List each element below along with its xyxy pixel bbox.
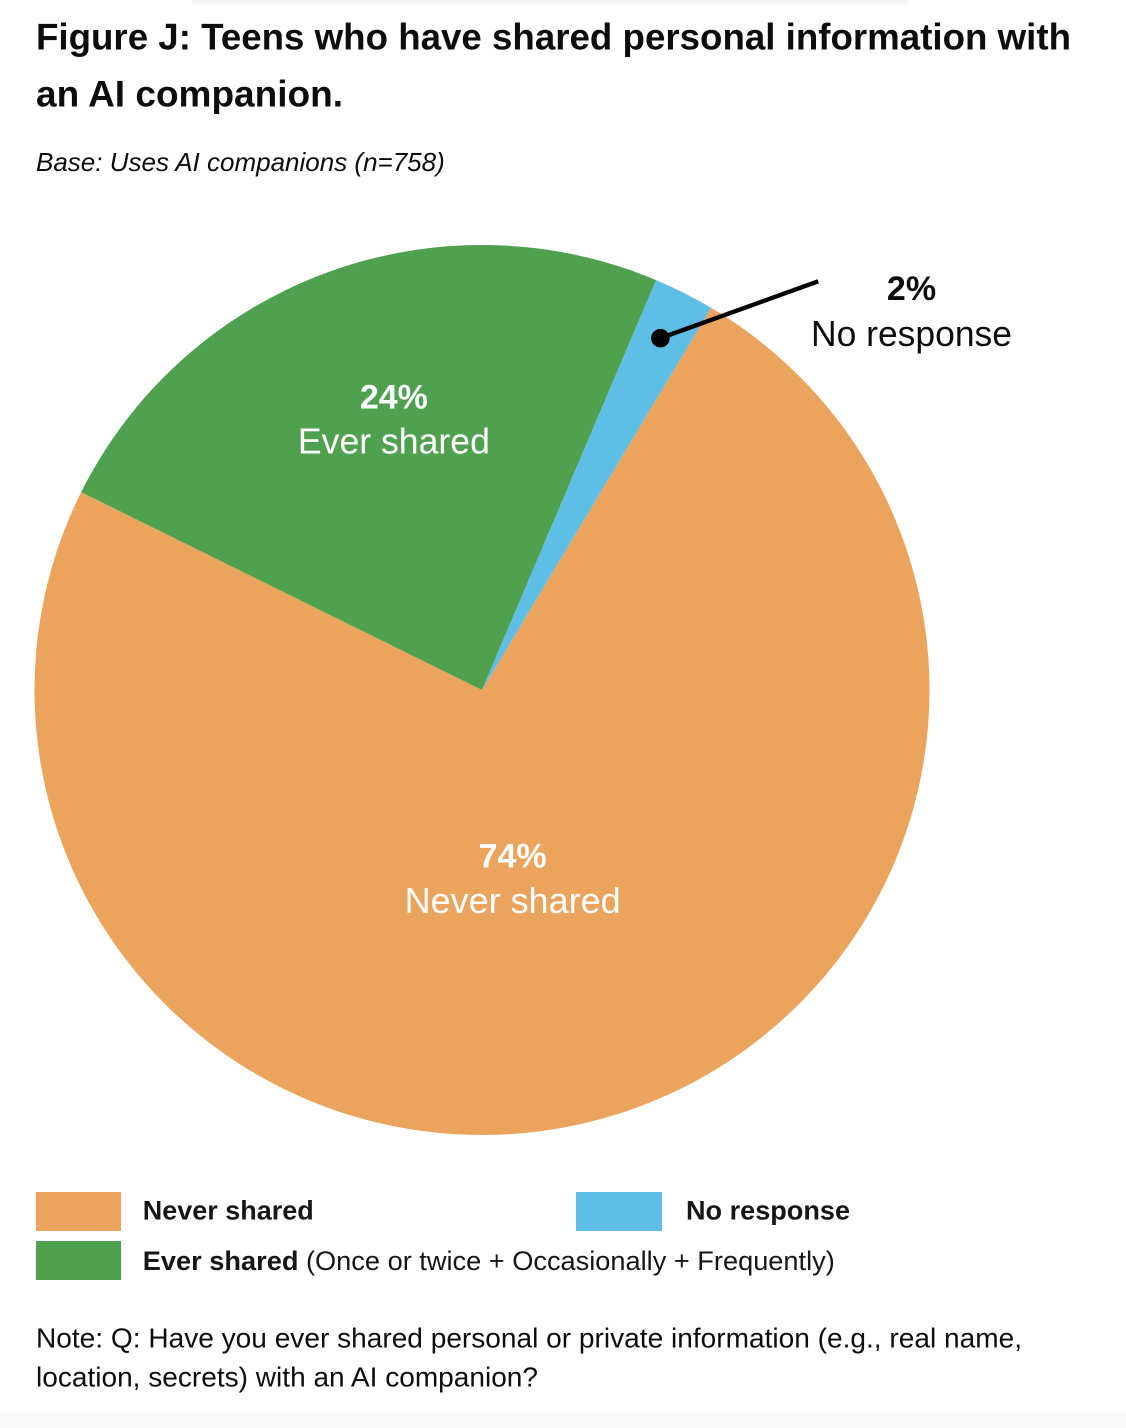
svg-text:an AI companion.: an AI companion. [36, 74, 343, 115]
svg-text:Note: Q: Have you ever shared: Note: Q: Have you ever shared personal o… [36, 1322, 1022, 1353]
svg-text:Figure J: Teens who have share: Figure J: Teens who have shared personal… [36, 17, 1071, 58]
svg-text:Ever shared: Ever shared [298, 421, 490, 462]
svg-text:No response: No response [686, 1196, 850, 1226]
svg-text:24%: 24% [360, 379, 428, 417]
svg-text:74%: 74% [479, 837, 547, 875]
svg-text:No response: No response [811, 313, 1012, 354]
svg-text:Never shared: Never shared [143, 1196, 314, 1226]
svg-text:2%: 2% [887, 270, 936, 308]
svg-text:location, secrets) with an AI: location, secrets) with an AI companion? [36, 1362, 538, 1393]
svg-text:Never shared: Never shared [405, 880, 621, 921]
svg-text:Ever shared (Once or twice + O: Ever shared (Once or twice + Occasionall… [143, 1246, 835, 1276]
svg-text:Base: Uses AI companions (n=75: Base: Uses AI companions (n=758) [36, 147, 445, 177]
